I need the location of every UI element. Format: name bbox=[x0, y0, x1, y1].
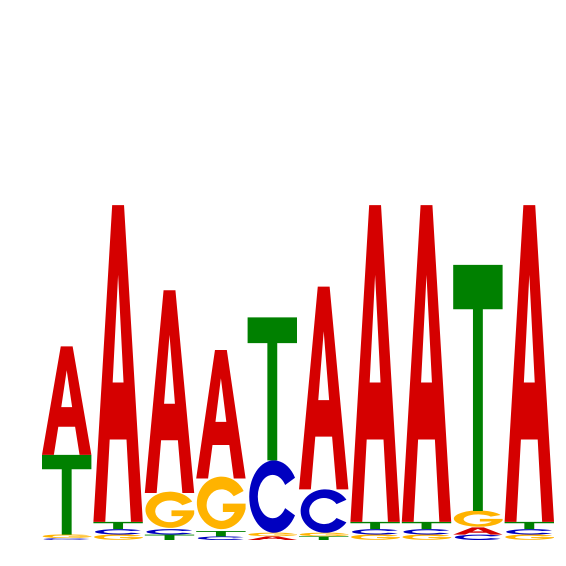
letter-T-pos-7 bbox=[350, 521, 400, 530]
letter-A-pos-9 bbox=[453, 527, 503, 535]
letter-C-pos-7 bbox=[352, 529, 398, 535]
logo-column-9 bbox=[453, 264, 503, 540]
letter-T-pos-3 bbox=[144, 534, 195, 540]
letter-A-pos-6 bbox=[299, 286, 349, 490]
letter-C-pos-5 bbox=[249, 460, 296, 533]
letter-T-pos-4 bbox=[196, 530, 246, 537]
letter-C-pos-6 bbox=[300, 489, 347, 533]
letter-G-pos-3 bbox=[145, 491, 195, 528]
letter-C-pos-2 bbox=[95, 529, 141, 535]
logo-column-6 bbox=[299, 286, 349, 540]
letter-C-pos-10 bbox=[506, 529, 553, 535]
letter-T-pos-10 bbox=[504, 521, 554, 530]
letter-C-pos-9 bbox=[454, 534, 501, 540]
letter-A-pos-10 bbox=[504, 205, 554, 522]
letter-A-pos-7 bbox=[350, 205, 400, 522]
letter-T-pos-6 bbox=[299, 536, 349, 540]
letter-T-pos-2 bbox=[93, 521, 143, 530]
letter-T-pos-1 bbox=[42, 454, 92, 535]
logo-column-2 bbox=[93, 205, 143, 540]
logo-column-5 bbox=[247, 317, 297, 540]
letter-A-pos-8 bbox=[401, 205, 452, 522]
logo-column-3 bbox=[144, 290, 195, 540]
letter-C-pos-3 bbox=[146, 529, 193, 535]
logo-column-4 bbox=[196, 349, 246, 540]
letter-G-pos-10 bbox=[505, 534, 554, 540]
letter-G-pos-7 bbox=[351, 534, 400, 540]
logo-column-8 bbox=[401, 205, 452, 540]
letter-C-pos-1 bbox=[43, 538, 90, 540]
letter-A-pos-3 bbox=[144, 290, 195, 493]
letter-G-pos-8 bbox=[402, 534, 452, 540]
letter-G-pos-2 bbox=[94, 534, 143, 540]
letter-C-pos-8 bbox=[403, 529, 450, 535]
letter-A-pos-5 bbox=[247, 536, 297, 540]
letter-G-pos-9 bbox=[453, 510, 503, 527]
letter-G-pos-1 bbox=[42, 534, 92, 539]
letter-A-pos-1 bbox=[42, 346, 92, 455]
letter-G-pos-5 bbox=[248, 532, 297, 537]
letter-G-pos-6 bbox=[299, 532, 349, 537]
letter-T-pos-8 bbox=[401, 521, 452, 530]
letter-A-pos-4 bbox=[196, 349, 246, 479]
logo-column-7 bbox=[350, 205, 400, 540]
letter-C-pos-4 bbox=[197, 536, 244, 540]
logo-column-1 bbox=[42, 346, 92, 540]
letter-T-pos-5 bbox=[247, 317, 297, 461]
logo-column-10 bbox=[504, 205, 554, 540]
letter-G-pos-4 bbox=[196, 476, 246, 530]
letter-T-pos-9 bbox=[453, 264, 503, 512]
letter-A-pos-2 bbox=[93, 205, 143, 522]
